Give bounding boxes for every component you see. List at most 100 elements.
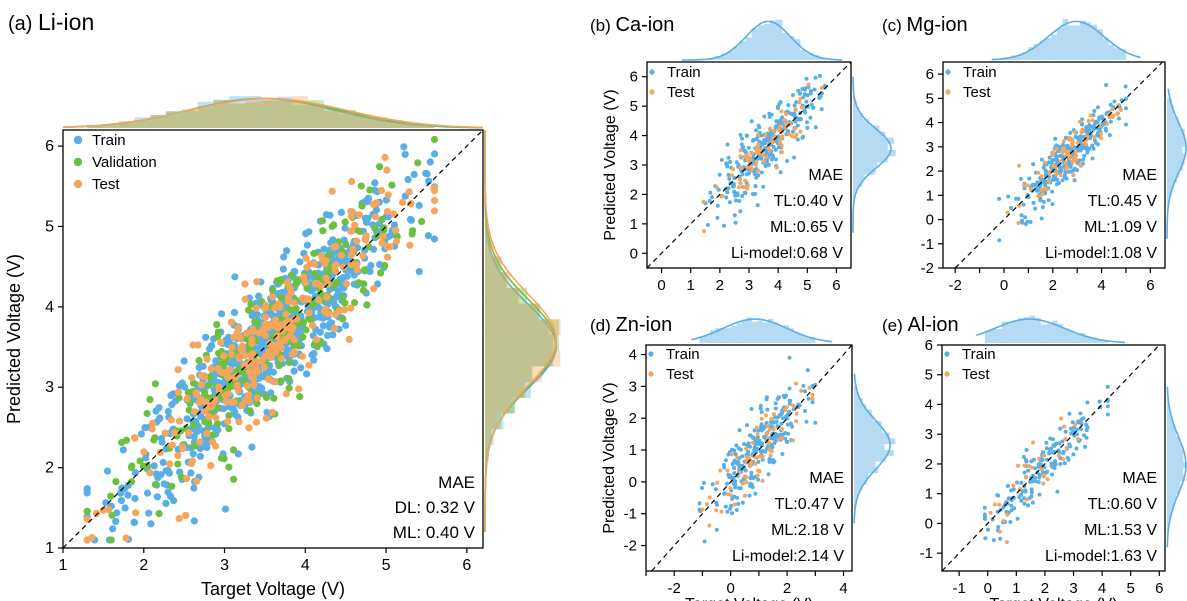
point-test — [175, 417, 184, 425]
point-train — [730, 511, 734, 516]
point-train — [1036, 464, 1041, 469]
point-train — [1099, 114, 1104, 119]
legend-label: Train — [962, 346, 996, 363]
point-test — [755, 473, 760, 478]
point-test — [1039, 188, 1044, 193]
point-test — [1078, 119, 1082, 124]
point-validation — [325, 251, 333, 259]
top-hist-bar — [387, 120, 403, 128]
point-train — [734, 443, 739, 448]
point-test — [731, 167, 736, 172]
annotation-text: Li-model:0.68 V — [731, 245, 843, 262]
point-train — [802, 108, 807, 113]
point-test — [806, 82, 811, 87]
point-validation — [285, 358, 293, 366]
point-validation — [190, 421, 198, 429]
marginal-top — [991, 18, 1141, 61]
top-hist-bar — [783, 325, 790, 343]
point-train — [153, 493, 161, 501]
point-test — [771, 427, 776, 432]
top-hist-bar — [1063, 328, 1069, 343]
point-train — [803, 409, 807, 413]
point-test — [293, 315, 301, 323]
point-test — [1070, 138, 1075, 143]
point-train — [1019, 213, 1024, 218]
point-test — [308, 321, 317, 330]
point-test — [405, 188, 413, 196]
point-test — [205, 413, 213, 421]
point-test — [132, 509, 140, 517]
point-test — [261, 331, 270, 339]
point-train — [1091, 146, 1096, 151]
point-train — [740, 500, 745, 505]
point-validation — [201, 418, 209, 426]
right-hist-bar — [485, 240, 494, 257]
point-test — [771, 129, 776, 133]
annotation-text: DL: 0.32 V — [395, 498, 476, 517]
point-train — [982, 505, 987, 510]
point-train — [1032, 457, 1036, 462]
point-train — [1011, 487, 1016, 492]
right-hist-bar — [485, 334, 553, 351]
point-train — [725, 190, 730, 195]
right-hist-bar — [1167, 165, 1183, 172]
point-test — [174, 366, 182, 374]
top-hist-bar — [1120, 48, 1126, 60]
point-train — [707, 199, 712, 203]
top-hist-bar — [118, 122, 135, 128]
point-test — [203, 430, 211, 438]
point-test — [1040, 192, 1045, 197]
point-test — [1073, 422, 1078, 427]
point-test — [767, 148, 772, 153]
point-train — [407, 216, 415, 224]
right-hist-bar — [1167, 177, 1177, 184]
point-test — [744, 446, 749, 451]
point-train — [290, 367, 298, 375]
point-train — [1028, 220, 1033, 224]
point-train — [710, 195, 714, 200]
point-train — [112, 517, 120, 526]
point-train — [1046, 198, 1051, 203]
top-hist-bar — [818, 57, 825, 60]
point-test — [778, 140, 782, 145]
point-train — [143, 489, 152, 497]
point-test — [197, 372, 205, 380]
point-train — [1023, 458, 1028, 462]
annotation-text: ML: 0.40 V — [393, 523, 476, 542]
point-test — [741, 185, 746, 190]
point-test — [430, 196, 439, 205]
top-hist-bar — [371, 116, 388, 128]
point-train — [756, 123, 761, 128]
top-hist-bar — [806, 52, 813, 60]
point-train — [168, 401, 176, 409]
point-test — [264, 375, 272, 383]
point-train — [218, 310, 226, 318]
point-train — [795, 137, 800, 142]
point-test — [317, 282, 325, 290]
point-test — [253, 394, 261, 402]
top-hist-bar — [1057, 323, 1064, 343]
top-hist-bar — [181, 111, 198, 128]
y-tick-label: 2 — [925, 456, 933, 473]
point-train — [1085, 150, 1090, 155]
point-validation — [195, 356, 203, 365]
marginal-right — [484, 130, 561, 532]
y-tick-label: 4 — [926, 115, 934, 132]
right-hist-bar — [485, 350, 561, 367]
point-test — [312, 336, 321, 344]
x-tick-label: 3 — [220, 557, 229, 574]
point-test — [140, 448, 148, 456]
right-kde-line — [1166, 386, 1187, 548]
top-hist-bar — [134, 120, 151, 128]
point-train — [791, 93, 795, 98]
point-test — [305, 309, 313, 317]
point-test — [1064, 149, 1069, 154]
point-train — [150, 462, 158, 470]
right-hist-bar — [1167, 104, 1174, 111]
right-hist-bar — [854, 415, 874, 422]
top-hist-bar — [118, 122, 135, 128]
point-test — [701, 200, 706, 204]
point-train — [1050, 461, 1055, 466]
point-validation — [275, 362, 283, 370]
point-test — [759, 416, 764, 421]
